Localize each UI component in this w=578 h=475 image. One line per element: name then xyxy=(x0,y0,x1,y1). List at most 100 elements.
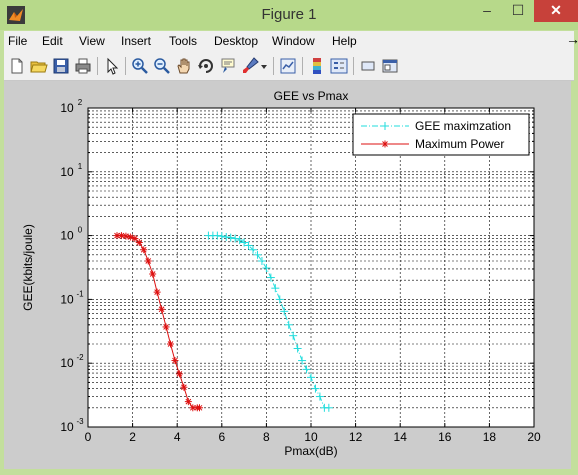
print-icon[interactable] xyxy=(73,56,93,76)
data-point xyxy=(213,231,222,240)
data-point xyxy=(217,232,226,241)
data-point xyxy=(240,238,249,247)
save-icon[interactable] xyxy=(51,56,71,76)
toolbar-separator xyxy=(273,57,274,75)
legend[interactable]: GEE maximzation Maximum Power xyxy=(352,113,530,156)
x-tick-label: 6 xyxy=(218,430,225,444)
zoom-out-icon[interactable] xyxy=(152,56,172,76)
data-point xyxy=(249,245,258,254)
data-point xyxy=(162,323,170,331)
chart-title: GEE vs Pmax xyxy=(274,89,349,103)
x-axis-label: Pmax(dB) xyxy=(284,444,337,458)
menu-edit[interactable]: Edit xyxy=(42,34,63,48)
x-tick-label: 20 xyxy=(527,430,541,444)
brush-icon[interactable] xyxy=(240,56,260,76)
x-tick-label: 4 xyxy=(174,430,181,444)
link-plot-icon[interactable] xyxy=(278,56,298,76)
menu-window[interactable]: Window xyxy=(272,34,315,48)
y-tick-label: 10 xyxy=(60,229,74,243)
pointer-icon[interactable] xyxy=(102,56,122,76)
data-point xyxy=(284,320,293,329)
new-figure-icon[interactable] xyxy=(7,56,27,76)
data-point xyxy=(135,238,143,246)
zoom-in-icon[interactable] xyxy=(130,56,150,76)
data-point xyxy=(175,370,183,378)
x-tick-label: 18 xyxy=(483,430,497,444)
menu-view[interactable]: View xyxy=(79,34,105,48)
close-button[interactable]: ✕ xyxy=(534,0,578,22)
x-tick-label: 2 xyxy=(129,430,136,444)
data-point xyxy=(184,398,192,406)
data-point xyxy=(289,331,298,340)
data-point xyxy=(171,357,179,365)
data-point xyxy=(196,404,203,412)
data-point xyxy=(266,273,275,282)
x-tick-label: 8 xyxy=(263,430,270,444)
data-point xyxy=(153,288,161,296)
legend-label: Maximum Power xyxy=(415,137,504,151)
title-bar[interactable]: Figure 1 – ☐ ✕ xyxy=(0,0,578,30)
y-tick-label: 10 xyxy=(60,101,74,115)
y-tick-label: 10 xyxy=(60,292,74,306)
open-file-icon[interactable] xyxy=(29,56,49,76)
brush-dropdown-icon[interactable] xyxy=(259,56,269,76)
series-layer xyxy=(113,231,333,412)
data-point xyxy=(311,384,320,393)
y-tick-exponent: 0 xyxy=(78,226,83,235)
data-point xyxy=(293,344,302,353)
data-point xyxy=(271,284,280,293)
y-tick-label: 10 xyxy=(60,165,74,179)
window-title: Figure 1 xyxy=(261,6,317,23)
data-point xyxy=(315,392,324,401)
menubar-overflow-icon[interactable]: → xyxy=(566,31,578,47)
menu-desktop[interactable]: Desktop xyxy=(214,34,259,48)
menu-help[interactable]: Help xyxy=(332,34,357,48)
legend-box xyxy=(352,113,530,156)
menu-file[interactable]: File xyxy=(8,34,28,48)
show-plot-tools-icon[interactable] xyxy=(380,56,400,76)
series-line xyxy=(208,235,329,409)
y-tick-exponent: -3 xyxy=(76,417,84,426)
data-point xyxy=(231,234,240,243)
data-point xyxy=(122,232,130,240)
x-tick-label: 0 xyxy=(85,430,92,444)
hide-plot-tools-icon[interactable] xyxy=(358,56,378,76)
data-point xyxy=(324,403,333,412)
toolbar-separator xyxy=(353,57,354,75)
y-tick-exponent: -2 xyxy=(76,353,84,362)
y-tick-exponent: 2 xyxy=(78,98,83,107)
data-point xyxy=(235,236,244,245)
minimize-button[interactable]: – xyxy=(483,2,491,18)
menu-tools[interactable]: Tools xyxy=(169,34,198,48)
figure-canvas[interactable]: GEE vs Pmax 0 2 4 6 8 10 12 14 16 18 20 10 2 10 1 10 0 1… xyxy=(4,81,571,469)
data-point xyxy=(244,241,253,250)
x-tick-label: 12 xyxy=(349,430,363,444)
menu-insert[interactable]: Insert xyxy=(121,34,152,48)
x-tick-label: 14 xyxy=(394,430,408,444)
rotate-3d-icon[interactable] xyxy=(196,56,216,76)
legend-marker xyxy=(381,140,389,148)
maximize-button[interactable]: ☐ xyxy=(511,2,525,18)
series-maximum-power xyxy=(113,232,203,412)
data-point xyxy=(117,232,125,240)
data-point xyxy=(140,246,148,254)
pan-icon[interactable] xyxy=(174,56,194,76)
toolbar-separator xyxy=(302,57,303,75)
data-cursor-icon[interactable] xyxy=(218,56,238,76)
data-point xyxy=(144,257,152,265)
legend-label: GEE maximzation xyxy=(415,119,511,133)
data-point xyxy=(180,383,188,391)
x-tick-label: 16 xyxy=(438,430,452,444)
x-axis: 0 2 4 6 8 10 12 14 16 18 20 xyxy=(85,108,541,444)
colorbar-icon[interactable] xyxy=(307,56,327,76)
y-axis-label: GEE(kbits/joule) xyxy=(21,224,35,311)
data-point xyxy=(222,233,231,242)
legend-marker xyxy=(381,122,389,130)
legend-icon[interactable] xyxy=(329,56,349,76)
data-point xyxy=(275,295,284,304)
y-tick-exponent: 1 xyxy=(78,162,83,171)
matlab-icon xyxy=(7,6,25,24)
y-tick-label: 10 xyxy=(60,356,74,370)
